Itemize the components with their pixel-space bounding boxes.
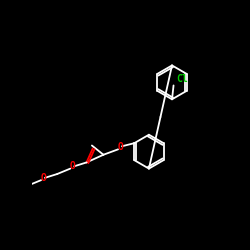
Text: Cl: Cl	[176, 74, 188, 84]
Text: O: O	[70, 161, 75, 171]
Text: O: O	[40, 173, 46, 183]
Text: O: O	[118, 142, 123, 152]
